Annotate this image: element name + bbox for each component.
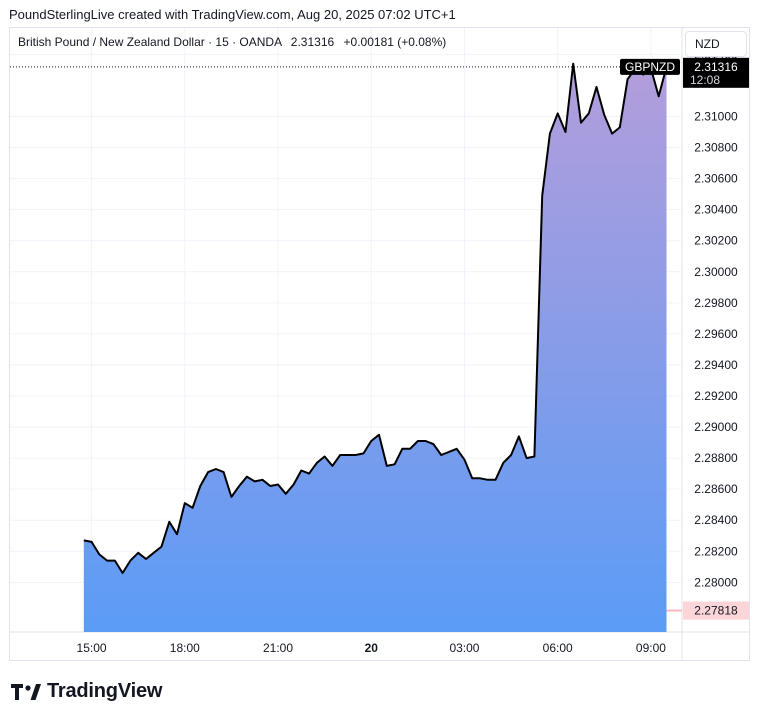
y-tick-label: 2.30400 (694, 203, 738, 217)
y-tick-label: 2.30600 (694, 172, 738, 186)
symbol-legend: British Pound / New Zealand Dollar · 15 … (18, 35, 446, 49)
price-area-fill (83, 63, 667, 632)
tradingview-logo[interactable]: TradingView (11, 680, 162, 703)
y-tick-label: 2.30200 (694, 234, 738, 248)
y-tick-label: 2.29800 (694, 296, 738, 310)
tradingview-logo-icon (11, 683, 41, 700)
y-tick-label: 2.29200 (694, 389, 738, 403)
x-tick-label: 09:00 (636, 641, 666, 655)
legend-last-price: 2.31316 (290, 35, 335, 49)
low-price-box (683, 601, 749, 620)
last-price-label: 2.31316 (694, 60, 738, 74)
time-axis[interactable]: 15:00 18:00 21:00 20 03:00 06:00 09:00 (77, 641, 667, 655)
legend-title: British Pound / New Zealand Dollar · 15 … (18, 35, 282, 49)
bar-countdown-label: 12:08 (690, 73, 720, 87)
tradingview-logo-text: TradingView (47, 680, 163, 702)
price-axis[interactable]: 2.28000 2.28200 2.28400 2.28600 2.28800 2.290… (694, 47, 738, 589)
price-line (83, 62, 668, 574)
symbol-tag-label: GBPNZD (625, 60, 675, 74)
legend-change: +0.00181 (+0.08%) (343, 35, 447, 49)
y-tick-label: 2.29400 (694, 358, 738, 372)
x-tick-label: 21:00 (263, 641, 293, 655)
y-tick-label: 2.30800 (694, 141, 738, 155)
last-price-box (683, 57, 749, 88)
y-tick-label: 2.28200 (694, 544, 738, 558)
x-tick-label: 06:00 (543, 641, 573, 655)
chart-frame (9, 27, 750, 661)
y-tick-label: 2.28000 (694, 575, 738, 589)
x-tick-label: 15:00 (77, 641, 107, 655)
y-tick-label: 2.29600 (694, 327, 738, 341)
currency-selector-button[interactable]: NZD (685, 31, 747, 57)
x-tick-label: 03:00 (449, 641, 479, 655)
y-tick-label: 2.28800 (694, 451, 738, 465)
low-price-label: 2.27818 (694, 604, 738, 618)
chart-attribution: PoundSterlingLive created with TradingVi… (9, 7, 456, 22)
x-tick-label: 20 (365, 641, 379, 655)
y-tick-label: 2.29000 (694, 420, 738, 434)
y-tick-label: 2.31000 (694, 110, 738, 124)
y-tick-label: 2.28600 (694, 482, 738, 496)
symbol-tag (620, 58, 680, 75)
y-tick-label: 2.28400 (694, 513, 738, 527)
x-tick-label: 18:00 (170, 641, 200, 655)
y-tick-label: 2.30000 (694, 265, 738, 279)
